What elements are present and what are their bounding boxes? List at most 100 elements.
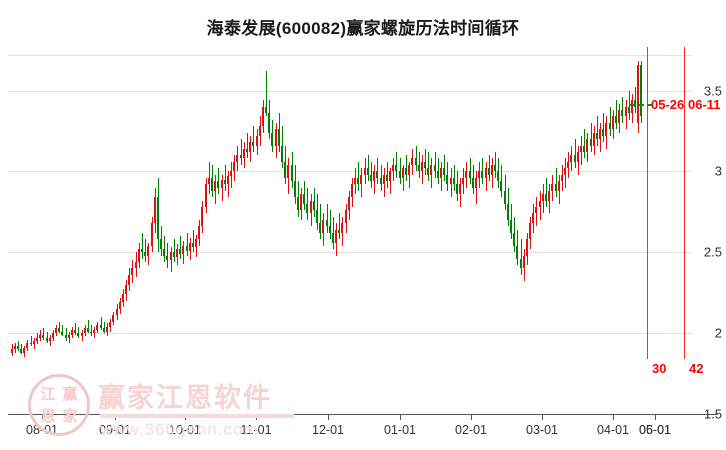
- candle-body: [61, 331, 63, 335]
- candle-wick: [470, 158, 471, 185]
- candle-wick: [75, 323, 76, 335]
- candle-wick: [371, 161, 372, 188]
- candle-body: [478, 171, 480, 178]
- candle-body: [351, 184, 353, 198]
- candle-wick: [454, 164, 455, 191]
- y-axis-tick-label: 1.5: [703, 406, 722, 422]
- candle-wick: [610, 106, 611, 136]
- candle-wick: [333, 216, 334, 250]
- candle-body: [236, 155, 238, 162]
- candle-body: [65, 334, 67, 338]
- candle-body: [42, 334, 44, 338]
- candle-body: [513, 232, 515, 246]
- candle-body: [640, 64, 642, 117]
- candle-body: [532, 213, 534, 224]
- candle-body: [415, 158, 417, 165]
- candle-body: [208, 177, 210, 185]
- candle-wick: [241, 139, 242, 165]
- candle-body: [526, 239, 528, 256]
- cycle-connector-dash: [629, 104, 653, 106]
- candle-body: [227, 176, 229, 185]
- candle-body: [224, 179, 226, 185]
- candle-body: [392, 164, 394, 172]
- candle-wick: [591, 122, 592, 152]
- candle-body: [252, 142, 254, 146]
- candle-body: [17, 346, 19, 350]
- x-axis-line: [8, 414, 718, 415]
- candle-body: [186, 245, 188, 251]
- x-axis: 08-01 09-01 10-01 11-01 12-01 01-01 02-01 03-01…: [0, 414, 726, 450]
- candle-body: [71, 329, 73, 335]
- candle-body: [192, 242, 194, 248]
- candle-body: [469, 171, 471, 178]
- candle-wick: [476, 171, 477, 204]
- y-axis: 3.5 3 2.5 2 1.5: [692, 0, 726, 450]
- x-axis-tick-label: 08-01: [26, 423, 58, 437]
- candle-body: [157, 197, 159, 240]
- candle-wick: [88, 320, 89, 334]
- candle-body: [300, 194, 302, 211]
- candle-body: [418, 164, 420, 172]
- candle-body: [310, 200, 312, 214]
- candle-body: [233, 161, 235, 172]
- x-axis-tick-label: 11-01: [240, 423, 272, 437]
- candle-body: [542, 194, 544, 201]
- x-axis-tick: [256, 414, 257, 420]
- candle-wick: [406, 155, 407, 182]
- candle-wick: [164, 236, 165, 262]
- candle-wick: [145, 239, 146, 262]
- candle-body: [380, 177, 382, 185]
- candle-body: [90, 331, 92, 334]
- candle-wick: [104, 321, 105, 334]
- candle-body: [389, 171, 391, 182]
- candle-body: [465, 171, 467, 178]
- candle-body: [586, 139, 588, 152]
- candle-body: [383, 174, 385, 185]
- candle-body: [23, 347, 25, 353]
- y-axis-tick-label: 3: [714, 163, 722, 179]
- candle-body: [112, 315, 114, 322]
- candle-wick: [575, 139, 576, 169]
- candle-body: [446, 174, 448, 185]
- candle-body: [437, 171, 439, 178]
- x-axis-tick: [42, 414, 43, 420]
- candle-wick: [377, 158, 378, 185]
- candle-body: [370, 174, 372, 182]
- candle-body: [637, 64, 639, 123]
- candle-body: [46, 337, 48, 342]
- candle-body: [558, 181, 560, 191]
- cycle-42-line: [684, 47, 686, 359]
- candle-body: [612, 116, 614, 130]
- candle-body: [55, 328, 57, 334]
- candle-body: [303, 194, 305, 204]
- candle-body: [58, 328, 60, 332]
- candle-body: [262, 106, 264, 127]
- candle-wick: [435, 152, 436, 178]
- candle-body: [539, 200, 541, 207]
- candle-body: [68, 334, 70, 338]
- x-axis-tick-label: 12-01: [312, 423, 344, 437]
- candle-body: [555, 184, 557, 191]
- candle-body: [240, 155, 242, 159]
- candle-wick: [327, 203, 328, 233]
- candle-body: [182, 245, 184, 254]
- candle-body: [564, 168, 566, 175]
- candle-body: [634, 100, 636, 107]
- candle-body: [151, 223, 153, 246]
- candle-body: [545, 194, 547, 201]
- candle-body: [319, 223, 321, 233]
- candle-body: [485, 168, 487, 178]
- candle-body: [93, 329, 95, 334]
- candle-body: [615, 116, 617, 123]
- candle-body: [77, 333, 79, 337]
- candle-body: [256, 135, 258, 146]
- x-axis-tick: [655, 414, 656, 420]
- candle-body: [189, 242, 191, 251]
- candle-body: [475, 177, 477, 188]
- cycle-42-date-label: 06-11: [688, 97, 721, 112]
- candle-body: [221, 179, 223, 188]
- candle-body: [472, 177, 474, 188]
- candle-body: [138, 249, 140, 262]
- candle-body: [535, 207, 537, 214]
